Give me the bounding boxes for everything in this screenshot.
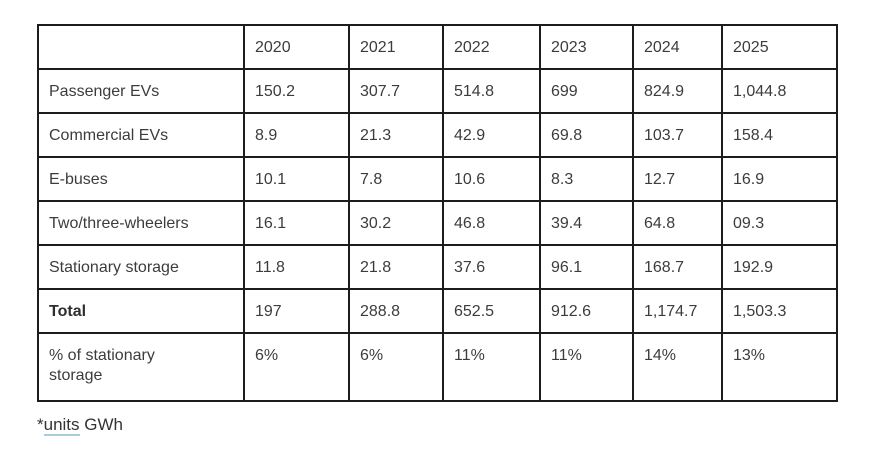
table-cell: 699 [539,68,634,114]
table-cell: 150.2 [243,68,350,114]
table-cell: 158.4 [721,112,838,158]
table-cell: 39.4 [539,200,634,246]
table-cell: 96.1 [539,244,634,290]
table-row: Passenger EVs 150.2 307.7 514.8 699 824.9 1,04… [37,68,838,114]
header-cell-year: 2020 [243,24,350,70]
table-cell: 8.9 [243,112,350,158]
table-cell: 10.1 [243,156,350,202]
table-cell: 192.9 [721,244,838,290]
table-cell: 1,503.3 [721,288,838,334]
table-cell: 7.8 [348,156,444,202]
header-cell-year: 2021 [348,24,444,70]
row-label: Two/three-wheelers [37,200,245,246]
table-cell: 8.3 [539,156,634,202]
table-cell: 168.7 [632,244,723,290]
table-cell: 16.9 [721,156,838,202]
table-cell: 11% [442,332,541,402]
table-header: 2020 2021 2022 2023 2024 2025 [37,24,838,70]
table-cell: 6% [243,332,350,402]
row-label: E-buses [37,156,245,202]
footnote-units-value: GWh [79,415,123,434]
table-cell: 16.1 [243,200,350,246]
ev-battery-demand-table: 2020 2021 2022 2023 2024 2025 Passenger EVs 15… [37,24,838,402]
table-cell: 1,174.7 [632,288,723,334]
table-cell: 12.7 [632,156,723,202]
table-cell: 69.8 [539,112,634,158]
header-cell-year: 2022 [442,24,541,70]
table-cell: 09.3 [721,200,838,246]
table-cell: 37.6 [442,244,541,290]
table-cell: 652.5 [442,288,541,334]
table-cell: 21.8 [348,244,444,290]
table-row: E-buses 10.1 7.8 10.6 8.3 12.7 16.9 [37,156,838,202]
header-cell-year: 2023 [539,24,634,70]
header-row: 2020 2021 2022 2023 2024 2025 [37,24,838,70]
table-cell: 10.6 [442,156,541,202]
table-cell: 824.9 [632,68,723,114]
table-cell: 1,044.8 [721,68,838,114]
table-cell: 197 [243,288,350,334]
table-cell: 30.2 [348,200,444,246]
table-cell: 42.9 [442,112,541,158]
table-cell: 288.8 [348,288,444,334]
table-cell: 11% [539,332,634,402]
table-cell: 64.8 [632,200,723,246]
table-row: Total 197 288.8 652.5 912.6 1,174.7 1,503.3 [37,288,838,334]
table-row: % of stationary storage 6% 6% 11% 11% 14% 13% [37,332,838,402]
table-cell: 6% [348,332,444,402]
table-row: Stationary storage 11.8 21.8 37.6 96.1 168.7 1… [37,244,838,290]
table-cell: 13% [721,332,838,402]
table-cell: 514.8 [442,68,541,114]
table-body: Passenger EVs 150.2 307.7 514.8 699 824.9 1,04… [37,68,838,402]
header-cell-year: 2024 [632,24,723,70]
row-label: Stationary storage [37,244,245,290]
row-label: Total [37,288,245,334]
footnote-marker: * [37,415,44,434]
table-cell: 103.7 [632,112,723,158]
row-label: Commercial EVs [37,112,245,158]
units-footnote: *units GWh [37,414,123,436]
table-cell: 46.8 [442,200,541,246]
header-cell-blank [37,24,245,70]
table-row: Two/three-wheelers 16.1 30.2 46.8 39.4 64.8 09… [37,200,838,246]
table-cell: 14% [632,332,723,402]
header-cell-year: 2025 [721,24,838,70]
table-cell: 21.3 [348,112,444,158]
row-label: Passenger EVs [37,68,245,114]
row-label: % of stationary storage [37,332,245,402]
table-cell: 307.7 [348,68,444,114]
table-cell: 912.6 [539,288,634,334]
table-cell: 11.8 [243,244,350,290]
table-row: Commercial EVs 8.9 21.3 42.9 69.8 103.7 158.4 [37,112,838,158]
footnote-units-word: units [43,415,80,436]
